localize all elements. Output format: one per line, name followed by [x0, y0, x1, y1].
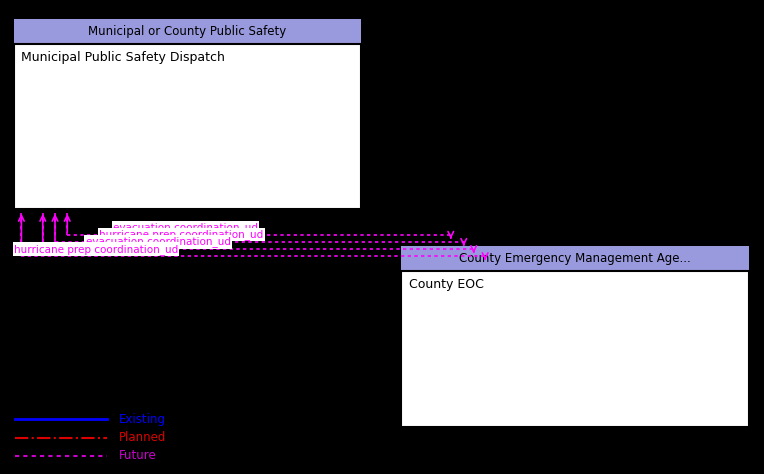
Text: Municipal Public Safety Dispatch: Municipal Public Safety Dispatch — [21, 51, 225, 64]
Text: Future: Future — [118, 449, 156, 462]
Text: hurricane prep coordination_ud: hurricane prep coordination_ud — [99, 229, 264, 240]
Bar — [401, 246, 749, 271]
Text: Existing: Existing — [118, 413, 166, 426]
Bar — [401, 246, 749, 427]
Text: Municipal or County Public Safety: Municipal or County Public Safety — [89, 25, 286, 38]
Text: hurricane prep coordination_ud: hurricane prep coordination_ud — [14, 244, 178, 255]
Text: County Emergency Management Age...: County Emergency Management Age... — [459, 252, 691, 265]
Bar — [14, 19, 361, 44]
Text: Planned: Planned — [118, 431, 166, 444]
Bar — [14, 19, 361, 209]
Text: evacuation coordination_ud: evacuation coordination_ud — [113, 222, 258, 233]
Text: evacuation coordination_ud: evacuation coordination_ud — [86, 237, 231, 247]
Text: County EOC: County EOC — [409, 278, 484, 291]
